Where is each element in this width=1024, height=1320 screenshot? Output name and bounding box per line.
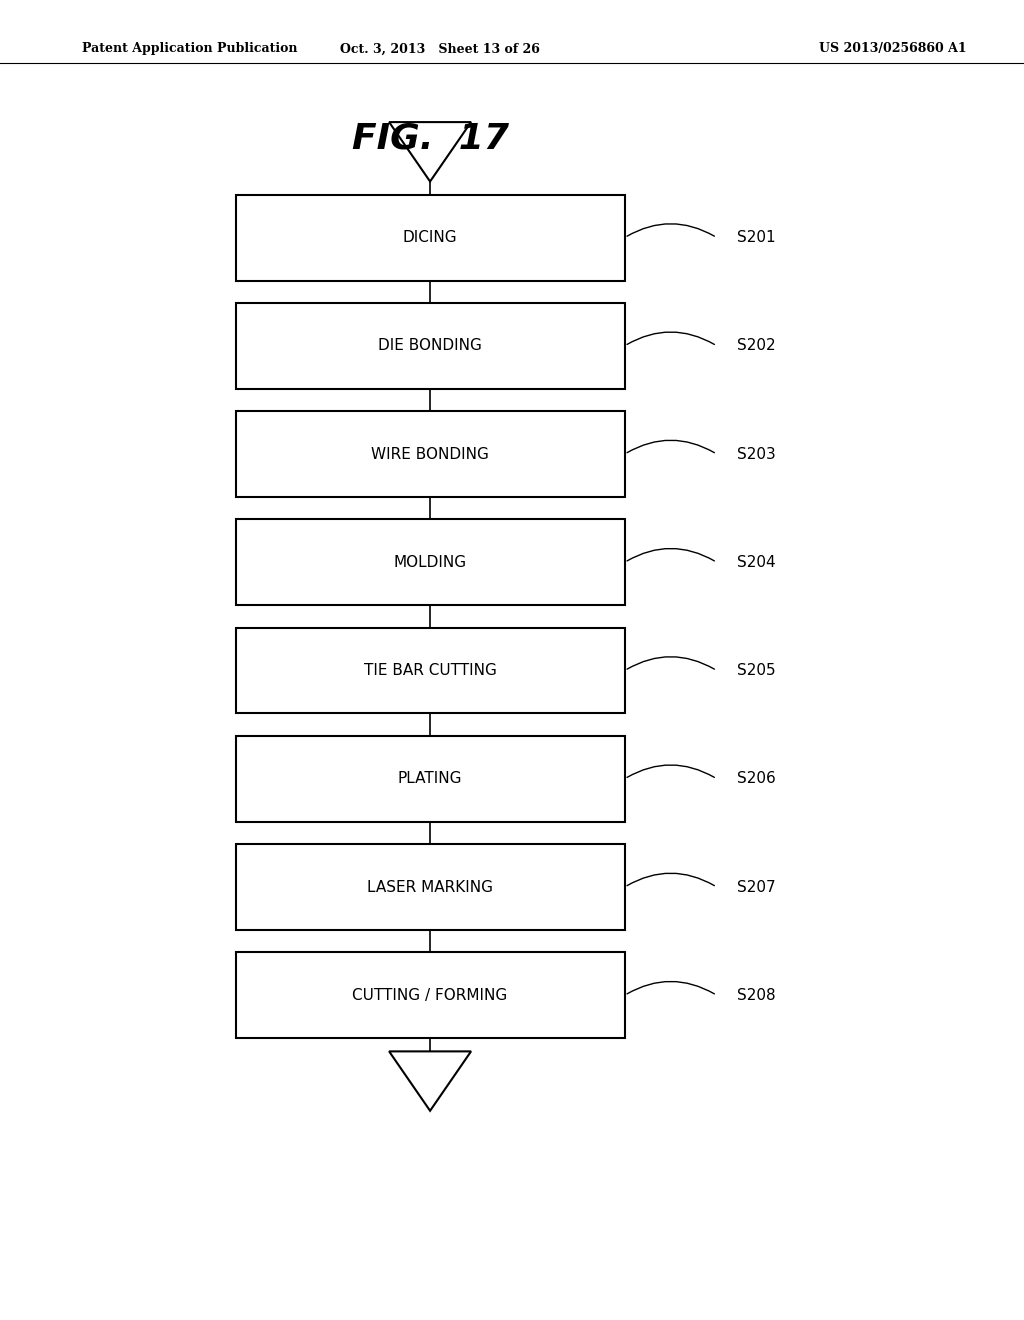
Text: S203: S203 bbox=[737, 446, 776, 462]
Text: LASER MARKING: LASER MARKING bbox=[367, 879, 494, 895]
Text: S204: S204 bbox=[737, 554, 776, 570]
Text: CUTTING / FORMING: CUTTING / FORMING bbox=[352, 987, 508, 1003]
Text: S202: S202 bbox=[737, 338, 776, 354]
Text: TIE BAR CUTTING: TIE BAR CUTTING bbox=[364, 663, 497, 678]
FancyBboxPatch shape bbox=[236, 737, 625, 821]
Text: DIE BONDING: DIE BONDING bbox=[378, 338, 482, 354]
Text: S206: S206 bbox=[737, 771, 776, 787]
Text: S201: S201 bbox=[737, 230, 776, 246]
Text: FIG.  17: FIG. 17 bbox=[351, 121, 509, 156]
FancyBboxPatch shape bbox=[236, 628, 625, 714]
Text: DICING: DICING bbox=[402, 230, 458, 246]
Text: MOLDING: MOLDING bbox=[393, 554, 467, 570]
FancyBboxPatch shape bbox=[236, 412, 625, 498]
Text: PLATING: PLATING bbox=[398, 771, 462, 787]
FancyBboxPatch shape bbox=[236, 304, 625, 388]
FancyBboxPatch shape bbox=[236, 519, 625, 605]
Text: S205: S205 bbox=[737, 663, 776, 678]
Text: S207: S207 bbox=[737, 879, 776, 895]
FancyBboxPatch shape bbox=[236, 845, 625, 929]
FancyBboxPatch shape bbox=[236, 195, 625, 281]
Text: S208: S208 bbox=[737, 987, 776, 1003]
Text: US 2013/0256860 A1: US 2013/0256860 A1 bbox=[819, 42, 967, 55]
Text: WIRE BONDING: WIRE BONDING bbox=[371, 446, 489, 462]
FancyBboxPatch shape bbox=[236, 953, 625, 1039]
Text: Patent Application Publication: Patent Application Publication bbox=[82, 42, 297, 55]
Text: Oct. 3, 2013   Sheet 13 of 26: Oct. 3, 2013 Sheet 13 of 26 bbox=[340, 42, 541, 55]
